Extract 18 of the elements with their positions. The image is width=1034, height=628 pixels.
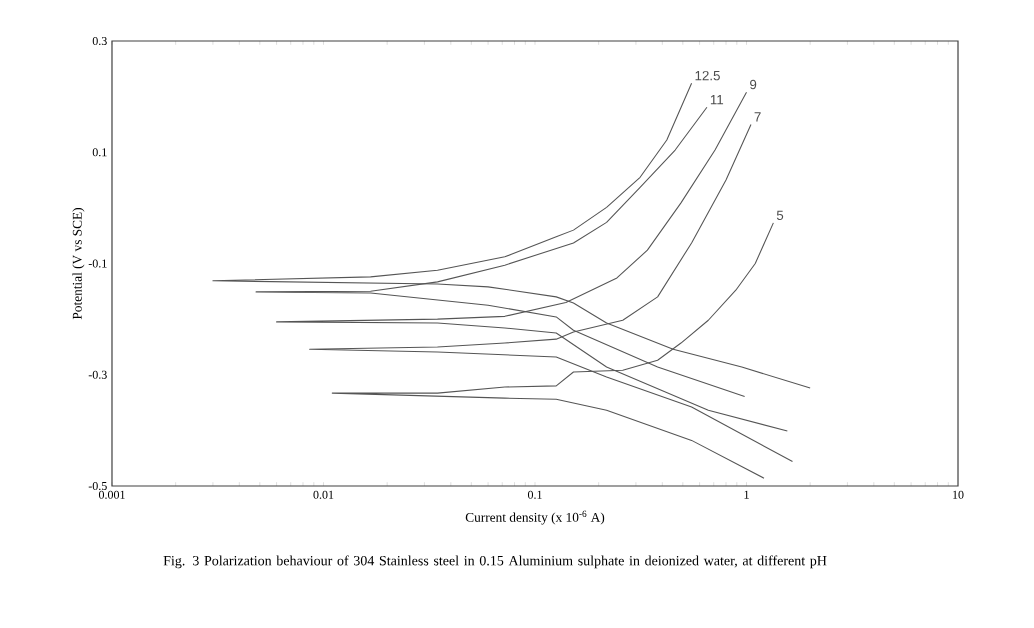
y-tick-label: -0.5: [88, 481, 107, 491]
series-label: 12.5: [695, 70, 720, 81]
x-tick-label: 0.001: [98, 490, 125, 499]
y-axis-title: Potential (V vs SCE): [72, 207, 85, 320]
x-tick-label: 0.01: [313, 490, 334, 499]
x-axis-title: Current density (x 10$^{-6}$ A): [465, 510, 605, 525]
y-tick-label: 0.1: [92, 148, 107, 157]
caption: Fig. 3 Polarization behaviour of 304 Stainless steel in 0.15 Aluminium sulphate in deionized water, at different pH: [163, 555, 827, 569]
series-label: 7: [754, 112, 761, 122]
y-tick-label: -0.1: [88, 259, 107, 268]
x-tick-label: 1: [744, 490, 749, 499]
series-label: 11: [710, 95, 724, 105]
y-tick-label: 0.3: [92, 36, 107, 46]
x-tick-label: 0.1: [527, 490, 542, 499]
x-tick-label: 10: [953, 490, 964, 499]
y-tick-label: -0.3: [88, 370, 107, 379]
series-label: 9: [750, 79, 757, 90]
series-label: 5: [776, 210, 784, 220]
